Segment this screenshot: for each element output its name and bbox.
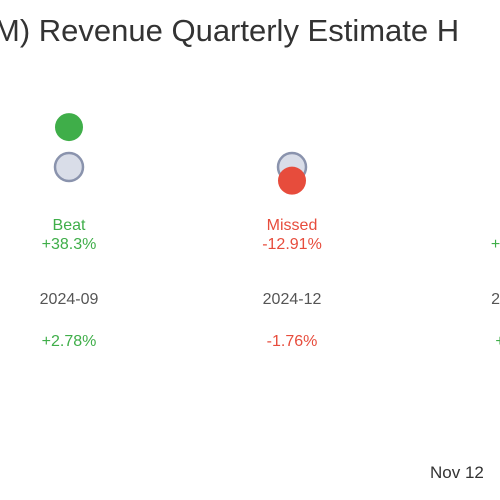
actual-marker	[55, 113, 83, 142]
period-label: 2024-12	[262, 291, 322, 308]
period-label: 20	[491, 291, 500, 308]
actual-marker	[278, 166, 306, 195]
price-change: +2.78%	[41, 333, 97, 350]
estimate-marker	[53, 151, 85, 183]
surprise-percent: +2	[490, 236, 500, 253]
price-change: -1.76%	[266, 333, 318, 350]
chart-title: M) Revenue Quarterly Estimate H	[0, 13, 460, 48]
price-change: +	[495, 333, 500, 350]
surprise-percent: -12.91%	[262, 236, 322, 253]
result-label: Missed	[266, 217, 318, 234]
surprise-percent: +38.3%	[41, 236, 97, 253]
result-label: Beat	[52, 217, 86, 234]
footer-date: Nov 12	[430, 463, 484, 482]
period-label: 2024-09	[39, 291, 99, 308]
